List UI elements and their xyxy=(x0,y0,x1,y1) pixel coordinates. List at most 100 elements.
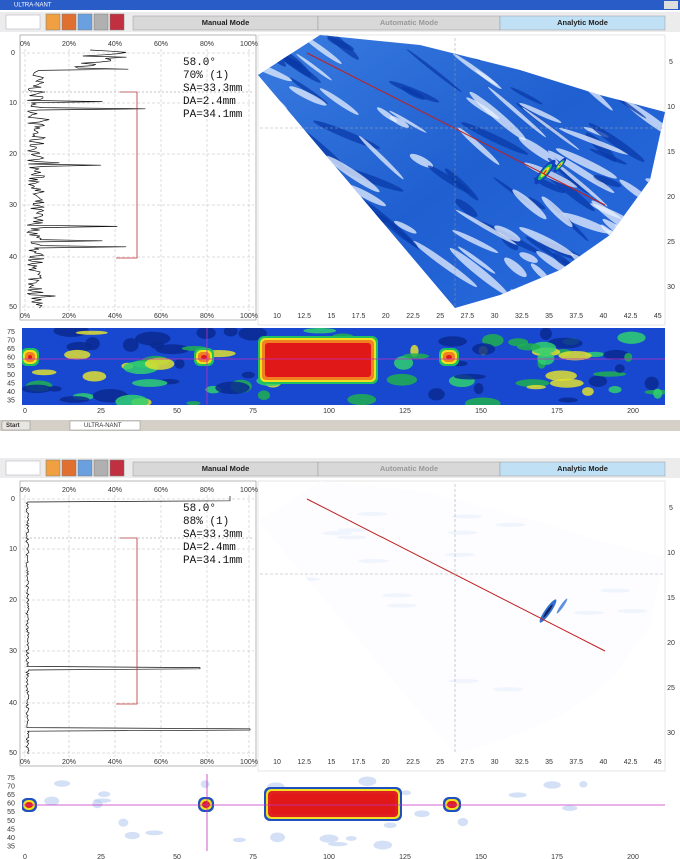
cscan-speckle xyxy=(593,371,627,377)
toolbar-icon[interactable] xyxy=(93,459,109,477)
ascan-x-tick-top: 80% xyxy=(200,41,214,48)
ascan-y-tick: 40 xyxy=(9,254,17,261)
cscan-x-tick: 25 xyxy=(97,408,105,415)
sector-speckle xyxy=(412,240,478,288)
readout-line: 70% (1) xyxy=(183,70,229,82)
sector-speckle xyxy=(327,37,355,51)
sector-speckle xyxy=(357,511,388,516)
sector-speckle xyxy=(455,198,478,218)
sector-x-tick: 12.5 xyxy=(297,759,311,766)
readout-line: 58.0° xyxy=(183,503,216,515)
sector-x-tick: 12.5 xyxy=(297,313,311,320)
ascan-frame xyxy=(19,480,257,767)
toolbar-icon[interactable] xyxy=(45,13,61,31)
sector-x-tick: 17.5 xyxy=(352,313,366,320)
cscan-speckle xyxy=(186,401,201,405)
cscan-speckle xyxy=(472,343,496,355)
cscan-speckle xyxy=(543,781,561,789)
ascan-x-tick-bottom: 80% xyxy=(200,313,214,320)
cscan-indication xyxy=(265,343,371,377)
toolbar-icon[interactable] xyxy=(77,13,93,31)
sector-speckle xyxy=(289,77,328,104)
start-button[interactable] xyxy=(1,420,31,431)
readout-line: SA=33.3mm xyxy=(183,529,243,541)
readout-line: DA=2.4mm xyxy=(183,542,236,554)
sector-speckle xyxy=(345,184,386,207)
cscan-speckle xyxy=(200,780,210,789)
sector-speckle xyxy=(322,531,353,536)
sector-y-tick: 15 xyxy=(667,149,675,156)
cscan-speckle xyxy=(579,781,588,788)
cscan-speckle xyxy=(238,328,267,341)
sector-speckle xyxy=(296,53,332,81)
cscan-speckle xyxy=(515,379,550,388)
cscan-y-tick: 45 xyxy=(7,826,15,833)
sector-speckle xyxy=(449,247,509,296)
sector-x-tick: 10 xyxy=(273,313,281,320)
toolbar-icon[interactable] xyxy=(77,459,93,477)
cscan-y-tick: 70 xyxy=(7,337,15,344)
indication xyxy=(558,163,562,167)
ascan-x-tick-top: 20% xyxy=(62,487,76,494)
ascan-trace xyxy=(26,49,146,309)
cscan-speckle xyxy=(64,349,91,360)
toolbar-icon[interactable] xyxy=(109,13,125,31)
toolbar-icon[interactable] xyxy=(45,459,61,477)
window-controls[interactable] xyxy=(664,1,678,9)
sector-speckle xyxy=(541,196,573,228)
cscan-x-tick: 125 xyxy=(399,854,411,859)
cscan-speckle xyxy=(223,328,238,337)
ascan-x-tick-bottom: 20% xyxy=(62,759,76,766)
cscan-speckle xyxy=(124,831,140,840)
cscan-indication xyxy=(446,355,452,359)
cscan-x-tick: 100 xyxy=(323,854,335,859)
sector-speckle xyxy=(518,136,559,165)
sector-speckle xyxy=(258,59,293,82)
readout-line: PA=34.1mm xyxy=(183,109,243,121)
taskbar-item[interactable] xyxy=(69,420,141,431)
toolbar-icon[interactable] xyxy=(93,13,109,31)
toolbar-icon[interactable] xyxy=(61,459,77,477)
ascan-x-tick-bottom: 100% xyxy=(240,313,258,320)
cscan-speckle xyxy=(603,349,630,360)
sector-speckle xyxy=(495,522,526,527)
ascan-x-tick-bottom: 60% xyxy=(154,313,168,320)
ascan-frame xyxy=(19,34,257,321)
cscan-speckle xyxy=(22,384,52,394)
ascan-x-tick-bottom: 100% xyxy=(240,759,258,766)
ascan-x-tick-bottom: 60% xyxy=(154,759,168,766)
cscan-y-tick: 65 xyxy=(7,346,15,353)
cscan-speckle xyxy=(241,371,255,379)
mode-tab-label: Manual Mode xyxy=(202,464,250,473)
sector-x-tick: 30 xyxy=(491,759,499,766)
window-title: ULTRA-NANT xyxy=(14,3,52,9)
mode-tab[interactable] xyxy=(499,15,666,31)
cscan-speckle xyxy=(345,836,357,841)
toolbar-icon[interactable] xyxy=(61,13,77,31)
cscan-indication xyxy=(271,794,395,814)
cscan-speckle xyxy=(118,818,129,827)
mode-tab-label: Analytic Mode xyxy=(557,18,608,27)
cscan-indication xyxy=(201,355,207,359)
ascan-y-tick: 30 xyxy=(9,202,17,209)
mode-tab[interactable] xyxy=(499,461,666,477)
cscan-x-tick: 125 xyxy=(399,408,411,415)
sector-speckle xyxy=(555,148,617,179)
toolbar-icon[interactable] xyxy=(109,459,125,477)
logo xyxy=(5,460,41,476)
cscan-y-tick: 45 xyxy=(7,380,15,387)
sector-speckle xyxy=(358,558,389,563)
sector-y-tick: 10 xyxy=(667,550,675,557)
cscan-speckle xyxy=(135,331,171,346)
ascan-x-tick-top: 80% xyxy=(200,487,214,494)
sector-speckle xyxy=(504,257,527,278)
sector-y-tick: 20 xyxy=(667,194,675,201)
ascan-x-tick-top: 20% xyxy=(62,41,76,48)
cscan-y-tick: 40 xyxy=(7,835,15,842)
app-panel: Manual Mode Automatic Mode Analytic Mode 0%… xyxy=(0,458,680,859)
cscan-speckle xyxy=(508,338,529,347)
cscan-indication xyxy=(28,355,32,359)
cscan-speckle xyxy=(545,370,577,381)
cscan-y-tick: 55 xyxy=(7,809,15,816)
sector-x-tick: 37.5 xyxy=(569,313,583,320)
